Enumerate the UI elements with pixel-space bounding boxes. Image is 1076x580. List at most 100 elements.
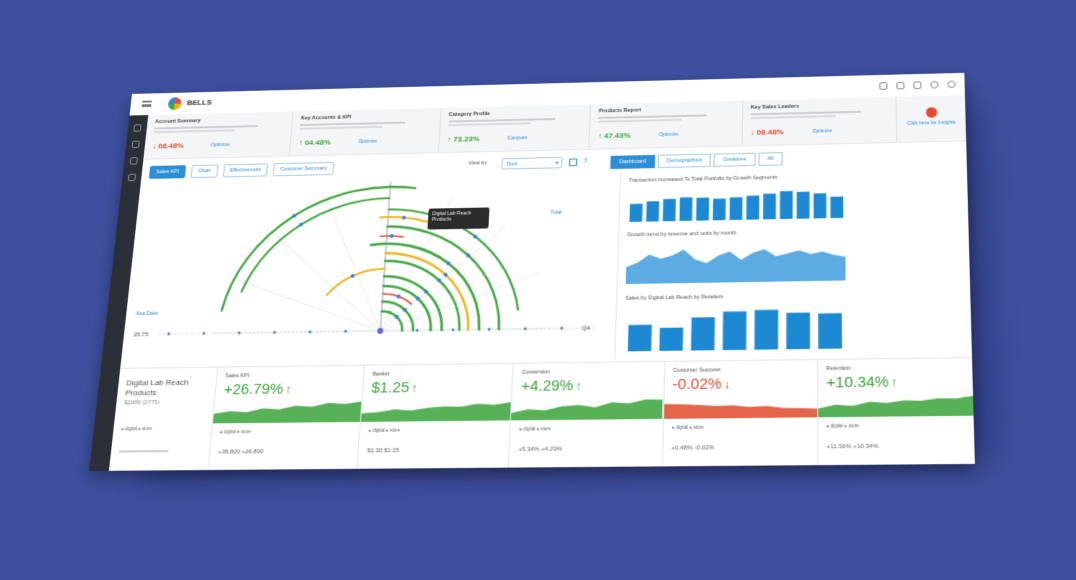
bar-1 [730,197,743,220]
metric-legend: ● digital ● store [220,429,251,434]
bar-2 [723,311,747,350]
sparkline-area [213,401,362,423]
search-icon[interactable] [879,82,887,90]
kpi-card[interactable]: Key Sales Leaders ↓ 08.48% Optimize [742,97,897,146]
help-icon[interactable]: ? [583,156,588,165]
area-series [626,247,846,284]
metric-sparkline [664,391,817,419]
metric-legend: ● digital ● store [826,423,859,428]
kpi-value: ↓ 08.48% [750,128,783,137]
radial-right-label: Total [550,210,562,216]
up-arrow-icon: ↑ [891,375,898,389]
kpi-title: Key Sales Leaders [751,102,888,111]
radial-arc [327,269,385,295]
bar-1 [830,197,843,219]
metric-value: +4.29% [521,377,574,395]
chart1-title: Transaction Increased To Total Portfolio… [629,175,778,184]
tab-creatives[interactable]: Creatives [714,153,755,167]
bar-2 [818,313,842,349]
sidebar-report-icon[interactable] [130,157,138,165]
metric-card[interactable]: Retention +10.34% ↑ ● digital ● store +11… [818,358,975,466]
kpi-description [751,111,861,115]
area-chart [626,237,846,284]
sidebar-chart-icon[interactable] [131,141,139,148]
kpi-card[interactable]: Key Accounts & KPI ↑ 04.48% Optimize [290,108,441,156]
metric-legend: ● digital ● store [368,428,400,433]
bottom-label-card: Digital Lab Reach Products $2009 (2775) … [109,368,218,471]
metric-foot: $1.30 $1.25 [367,448,400,454]
metric-value: +26.79% [223,381,284,399]
bar-1 [780,191,793,219]
kpi-link[interactable]: Optimize [659,132,679,138]
metric-value: $1.25 [371,379,410,396]
baseline-point [344,330,347,333]
mail-icon[interactable] [913,81,921,89]
kpi-link[interactable]: Optimize [358,139,377,145]
kpi-title: Products Report [599,105,734,114]
up-arrow-icon: ↑ [411,381,418,395]
insights-link[interactable]: Click here for Insights [905,120,958,127]
bottom-legend: ● digital ● store [121,426,152,431]
metric-foot: +11.56% +10.34% [827,444,879,451]
metric-title: Conversion [522,368,656,376]
metric-sparkline [361,394,511,422]
radial-point [351,274,355,278]
tab-all[interactable]: All [758,152,782,166]
filter-chip[interactable]: Sales KPI [149,165,187,179]
user-icon[interactable] [930,81,938,89]
kpi-link[interactable]: Optimize [812,128,832,134]
insights-alert[interactable]: Click here for Insights [897,95,967,142]
baseline-point [273,331,276,334]
kpi-link[interactable]: Optimize [211,142,230,148]
bar-1 [713,199,726,221]
sidebar-home-icon[interactable] [133,124,141,131]
tab-dashboard[interactable]: Dashboard [610,155,655,169]
filter-chip[interactable]: Effectiveness [223,163,269,177]
metric-title: Basket [372,370,504,378]
metric-card[interactable]: Customer Success -0.02% ↓ ● digital ● sto… [663,360,819,467]
bottom-title: Digital Lab Reach Products [125,378,209,399]
kpi-description [598,119,682,123]
bar-1 [646,201,659,221]
bar-1 [763,194,776,220]
metric-card[interactable]: Basket $1.25↑ ● digital ● store $1.30 $1… [358,364,514,470]
filter-chip[interactable]: Chart [191,165,218,179]
settings-icon[interactable] [947,81,955,89]
sparkline-area [664,402,817,418]
baseline-point [488,328,491,331]
sparkline-area [361,402,511,422]
kpi-description [154,129,235,133]
bar-1 [696,198,709,221]
calendar-icon[interactable] [569,158,577,166]
bar-1 [630,204,643,222]
radial-point [299,223,303,227]
metric-foot: +0.48% -0.02% [671,445,714,452]
metric-card[interactable]: Sales KPI +26.79%↑ ● digital ● store +38… [208,366,365,471]
kpi-card[interactable]: Account Summary ↓ 08.48% Optimize [143,112,293,159]
kpi-value: ↓ 08.48% [152,141,184,150]
radial-point [292,214,296,218]
metric-card[interactable]: Conversion +4.29%↑ ● digital ● store +5.… [509,362,665,469]
tab-demographics[interactable]: Demographics [658,154,711,168]
kpi-link[interactable]: Compare [507,135,527,141]
kpi-description [598,114,706,118]
kpi-card[interactable]: Products Report ↑ 47.43% Optimize [590,101,743,149]
metric-legend: ● digital ● store [672,425,704,430]
hamburger-menu-icon[interactable] [142,101,152,108]
radial-spoke [225,275,384,333]
bottom-metrics-row: Digital Lab Reach Products $2009 (2775) … [109,357,975,471]
metric-value: +10.34% [826,373,889,391]
metric-sparkline [511,392,663,420]
bar-2 [786,313,810,350]
app-logo-icon [168,97,182,110]
kpi-card[interactable]: Category Profile ↑ 73.23% Compare [439,104,591,152]
radial-point [390,234,394,238]
sidebar-settings-icon[interactable] [128,174,136,182]
dashboard-screen: BELLS Account Summary ↓ 08.48% Optimize … [89,73,975,471]
notification-icon[interactable] [896,82,904,90]
viewby-select[interactable]: Tech [501,157,562,170]
radial-point [396,294,400,298]
metric-foot: +38,800 +26,800 [218,449,264,455]
metric-sparkline [213,396,362,424]
filter-chip[interactable]: Customer Summary [273,162,334,176]
